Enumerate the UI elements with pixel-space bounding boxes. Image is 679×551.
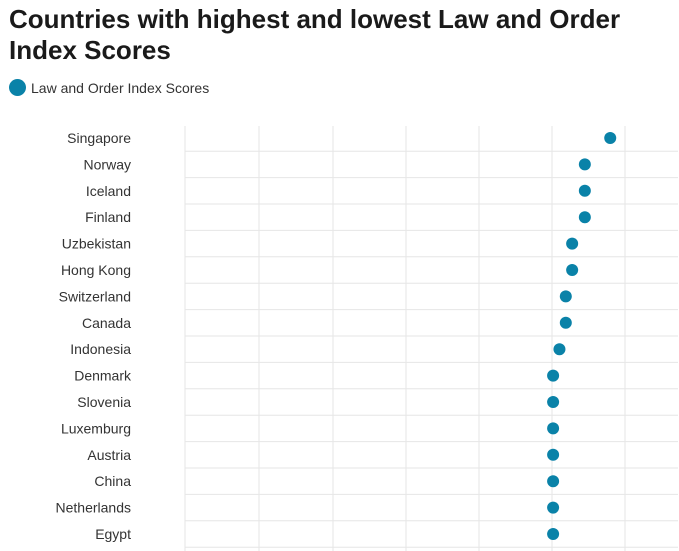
data-point [578,211,591,224]
category-label: Egypt [95,526,131,542]
legend-label: Law and Order Index Scores [31,79,210,96]
category-label: Uzbekistan [62,236,131,252]
category-label: China [94,473,131,489]
category-label: Canada [82,315,131,331]
data-point [553,343,566,356]
data-point [547,369,560,382]
category-label: Hong Kong [61,262,131,278]
category-label: Switzerland [59,288,131,304]
category-label: Netherlands [56,500,132,516]
data-point [578,158,591,171]
category-label: Slovenia [77,394,131,410]
data-point [578,184,591,197]
category-label: Singapore [67,130,131,146]
category-label: Iceland [86,183,131,199]
category-label: Denmark [74,368,132,384]
data-point [547,475,560,488]
data-point [547,396,560,408]
category-label: Austria [87,447,131,463]
category-label: Indonesia [70,341,131,357]
data-point [566,237,579,250]
data-point [566,264,579,276]
data-point [547,528,560,540]
data-point [547,448,560,461]
category-label: Norway [84,156,131,172]
category-label: Luxemburg [61,420,131,436]
category-label: Finland [85,209,131,225]
data-point [559,316,572,329]
data-point [547,422,560,435]
data-point [547,501,560,514]
data-point [604,132,617,144]
legend: Law and Order Index Scores [9,79,209,96]
legend-marker [9,79,26,96]
data-point [559,290,572,303]
chart-title: Countries with highest and lowest Law an… [9,4,621,65]
